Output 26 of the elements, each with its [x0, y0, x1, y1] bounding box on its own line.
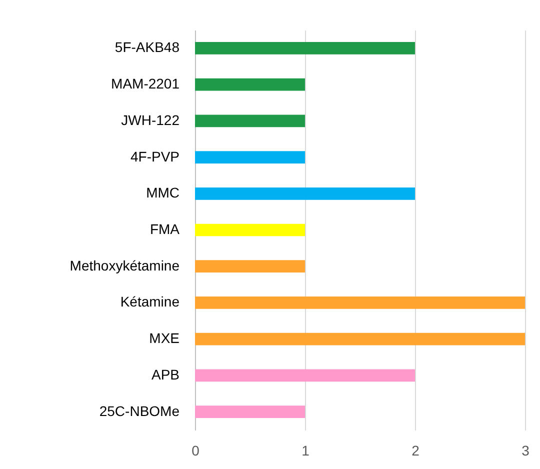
y-tick-label: 4F-PVP [130, 148, 180, 164]
x-tick-label: 0 [192, 442, 200, 458]
bar [195, 332, 525, 346]
y-tick-label: APB [151, 366, 180, 382]
bar [195, 151, 305, 164]
y-tick-label: 25C-NBOMe [99, 402, 180, 419]
bar [195, 78, 305, 91]
bar [195, 114, 305, 128]
bar [195, 187, 415, 200]
x-tick-label: 3 [522, 442, 530, 458]
y-tick-label: Kétamine [120, 294, 180, 310]
y-tick-label: FMA [150, 221, 180, 237]
bar [195, 260, 305, 273]
y-tick-label: 5F-AKB48 [114, 39, 180, 56]
y-tick-label: MAM-2201 [111, 76, 180, 92]
bar [195, 296, 525, 309]
y-tick-label: JWH-122 [121, 112, 180, 128]
x-tick-label: 1 [302, 442, 310, 458]
x-tick-label: 2 [412, 442, 420, 458]
y-tick-label: Methoxykétamine [70, 257, 180, 274]
bar [195, 42, 415, 54]
y-tick-label: MXE [149, 330, 180, 346]
y-tick-label: MMC [146, 184, 180, 201]
bar [195, 224, 305, 236]
bar [195, 406, 305, 418]
bar [195, 369, 415, 382]
